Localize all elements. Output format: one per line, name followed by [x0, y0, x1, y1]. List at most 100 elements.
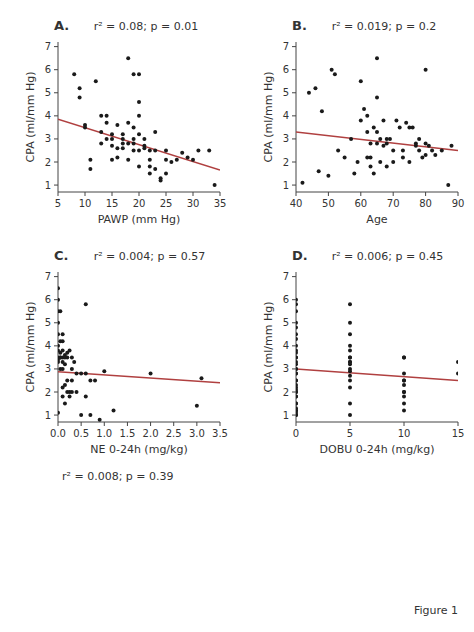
point: [401, 148, 405, 152]
point: [411, 125, 415, 129]
y-tick-label: 7: [283, 271, 289, 282]
y-tick: [54, 368, 58, 369]
point: [191, 158, 195, 162]
point: [180, 151, 184, 155]
point: [84, 302, 88, 306]
x-tick: [404, 422, 405, 426]
point: [333, 72, 337, 76]
point: [402, 355, 406, 359]
point: [132, 125, 136, 129]
x-tick-label: 60: [354, 198, 367, 209]
y-tick-label: 7: [283, 41, 289, 52]
x-axis-label: DOBU 0-24h (mg/kg): [320, 443, 435, 456]
point: [121, 142, 125, 146]
x-tick: [112, 192, 113, 196]
point: [349, 137, 353, 141]
x-tick: [58, 192, 59, 196]
point: [164, 158, 168, 162]
point: [326, 174, 330, 178]
point: [105, 121, 109, 125]
point: [153, 130, 157, 134]
point: [343, 155, 347, 159]
point: [153, 167, 157, 171]
x-axis-line: [296, 192, 458, 193]
point: [126, 121, 130, 125]
point: [121, 146, 125, 150]
x-tick-label: 40: [290, 198, 303, 209]
point: [142, 137, 146, 141]
y-tick-label: 4: [283, 110, 289, 121]
x-tick: [220, 422, 221, 426]
point: [126, 56, 130, 60]
x-tick-label: 0.0: [50, 428, 66, 439]
point: [296, 390, 298, 394]
point: [348, 344, 352, 348]
point: [348, 348, 352, 352]
point: [296, 362, 298, 366]
point: [78, 95, 82, 99]
point: [296, 325, 298, 329]
point: [137, 100, 141, 104]
y-tick-label: 6: [45, 294, 51, 305]
x-axis-label: PAWP (mm Hg): [98, 213, 181, 226]
point: [68, 348, 72, 352]
point: [132, 137, 136, 141]
point: [402, 395, 406, 399]
x-tick: [328, 192, 329, 196]
y-tick: [292, 46, 296, 47]
x-tick: [166, 192, 167, 196]
x-tick-label: 3.0: [189, 428, 205, 439]
point: [296, 309, 298, 313]
x-tick-label: 90: [452, 198, 465, 209]
point: [72, 72, 76, 76]
point: [78, 86, 82, 90]
y-tick-label: 5: [283, 317, 289, 328]
y-tick-label: 7: [45, 271, 51, 282]
point: [63, 362, 67, 366]
point: [137, 165, 141, 169]
point: [186, 155, 190, 159]
point: [296, 337, 298, 341]
point: [148, 148, 152, 152]
x-tick-label: 3.5: [212, 428, 228, 439]
point: [75, 372, 79, 376]
point: [121, 132, 125, 136]
point: [401, 155, 405, 159]
x-tick-label: 50: [322, 198, 335, 209]
point: [375, 56, 379, 60]
y-tick-label: 7: [45, 41, 51, 52]
x-tick: [81, 422, 82, 426]
x-tick-label: 2.5: [166, 428, 182, 439]
y-tick: [292, 162, 296, 163]
point: [63, 383, 67, 387]
y-tick-label: 4: [283, 340, 289, 351]
point: [404, 121, 408, 125]
point: [148, 172, 152, 176]
y-tick: [292, 392, 296, 393]
point: [88, 167, 92, 171]
y-tick: [292, 368, 296, 369]
panel: B.r² = 0.019; p = 0.24050607080901234567…: [262, 18, 464, 226]
point: [440, 148, 444, 152]
point: [348, 360, 352, 364]
point: [126, 142, 130, 146]
point: [348, 369, 352, 373]
point: [456, 372, 458, 376]
y-tick-label: 2: [283, 387, 289, 398]
point: [169, 160, 173, 164]
y-tick-label: 6: [45, 64, 51, 75]
y-tick: [54, 345, 58, 346]
point: [149, 372, 153, 376]
point: [450, 144, 454, 148]
panel-label: B.: [292, 18, 307, 33]
panel-label: D.: [292, 248, 308, 263]
point: [175, 158, 179, 162]
annotation: r² = 0.008; p = 0.39: [62, 470, 174, 483]
y-axis-label: CPA (ml/mm Hg): [262, 72, 275, 163]
point: [105, 114, 109, 118]
y-axis-label: CPA (ml/mm Hg): [262, 302, 275, 393]
point: [385, 142, 389, 146]
point: [115, 155, 119, 159]
point: [70, 378, 74, 382]
point: [369, 142, 373, 146]
